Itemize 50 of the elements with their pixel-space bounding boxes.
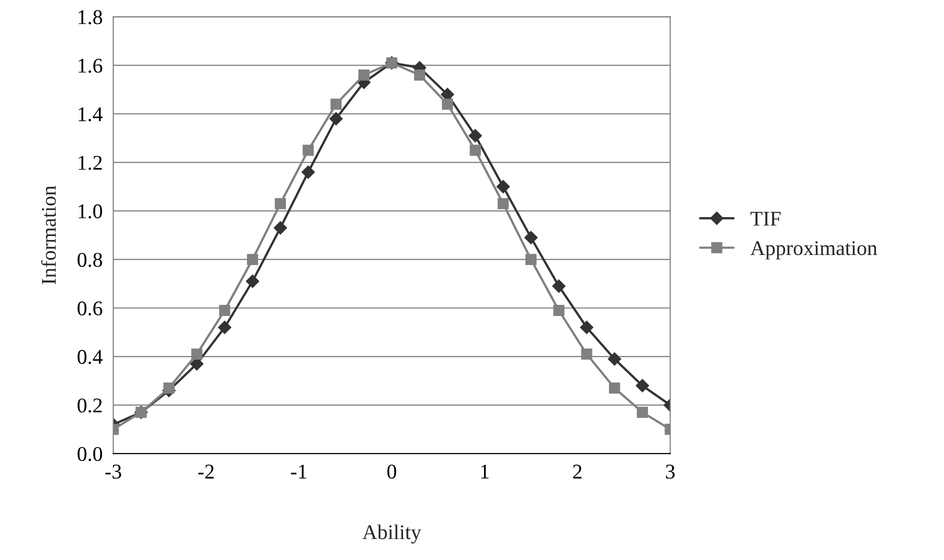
y-tick-label: 0.4 [78, 350, 103, 364]
point [330, 98, 342, 110]
y-tick-label: 0.8 [78, 252, 102, 267]
point [414, 69, 426, 81]
x-tick-label: -1 [291, 464, 306, 478]
y-tick-label: 1.2 [78, 156, 102, 170]
y-tick-label: 1.6 [78, 58, 102, 73]
x-tick-label: -3 [105, 464, 122, 479]
point [496, 180, 510, 194]
legend-label: TIF [750, 212, 781, 226]
point [191, 348, 202, 360]
point [581, 348, 592, 360]
point [552, 279, 566, 294]
point [524, 230, 538, 244]
x-tick-label: 3 [666, 464, 675, 479]
point [636, 378, 650, 393]
point [498, 198, 509, 210]
point [580, 320, 594, 334]
y-tick-label: 0.0 [78, 446, 102, 462]
point [636, 406, 648, 418]
y-tick-label: 1.0 [78, 204, 102, 218]
point [274, 198, 286, 210]
point [329, 112, 343, 126]
point [246, 254, 258, 266]
x-tick-label: -2 [198, 464, 214, 478]
x-tick-label: 1 [481, 464, 489, 478]
point [442, 98, 454, 110]
y-tick-label: 0.2 [78, 398, 102, 413]
point [525, 254, 537, 266]
point [608, 352, 622, 366]
point [470, 144, 481, 156]
point [358, 69, 370, 81]
point [219, 304, 230, 316]
point [273, 221, 288, 235]
x-axis-title: Ability [362, 524, 422, 544]
point [301, 165, 316, 179]
point [163, 382, 175, 394]
y-tick-label: 1.4 [78, 107, 103, 122]
legend-label: Approximation [750, 241, 878, 260]
point [608, 382, 620, 394]
point [246, 274, 260, 288]
y-tick-label: 1.8 [78, 10, 102, 24]
point [553, 304, 564, 316]
point [468, 128, 482, 143]
y-axis-title: Information [41, 186, 56, 284]
point [218, 320, 232, 334]
point [302, 144, 314, 156]
x-tick-label: 0 [387, 464, 396, 479]
x-tick-label: 2 [573, 464, 582, 478]
y-tick-label: 0.6 [78, 301, 102, 316]
